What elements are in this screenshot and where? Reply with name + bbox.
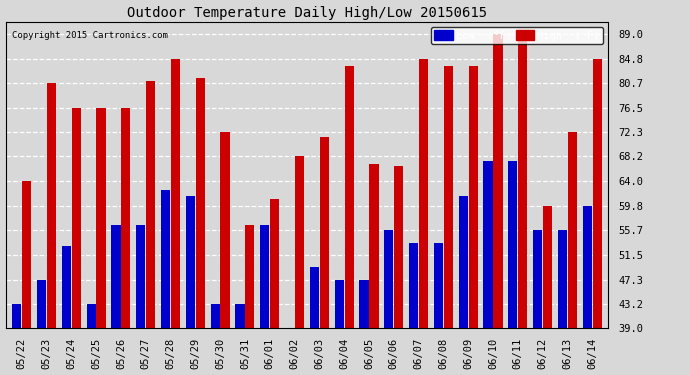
Bar <box>72 108 81 328</box>
Bar <box>469 66 477 328</box>
Bar <box>111 225 121 328</box>
Bar <box>97 108 106 328</box>
Bar <box>369 164 379 328</box>
Bar <box>518 34 527 328</box>
Bar <box>493 34 502 328</box>
Bar <box>12 304 21 328</box>
Bar <box>568 132 577 328</box>
Bar <box>335 280 344 328</box>
Bar <box>270 199 279 328</box>
Bar <box>121 108 130 328</box>
Bar <box>37 280 46 328</box>
Bar <box>359 280 368 328</box>
Bar <box>444 66 453 328</box>
Bar <box>319 137 329 328</box>
Bar <box>459 196 468 328</box>
Title: Outdoor Temperature Daily High/Low 20150615: Outdoor Temperature Daily High/Low 20150… <box>127 6 487 20</box>
Bar <box>419 58 428 328</box>
Bar <box>221 132 230 328</box>
Bar <box>186 196 195 328</box>
Bar <box>394 166 404 328</box>
Bar <box>509 160 518 328</box>
Bar <box>295 156 304 328</box>
Bar <box>260 225 269 328</box>
Bar <box>533 230 542 328</box>
Bar <box>344 66 354 328</box>
Legend: Low  (°F), High  (°F): Low (°F), High (°F) <box>431 27 603 44</box>
Bar <box>210 304 219 328</box>
Bar <box>543 206 552 328</box>
Bar <box>246 225 255 328</box>
Bar <box>47 83 56 328</box>
Bar <box>136 225 146 328</box>
Bar <box>434 243 443 328</box>
Bar <box>484 160 493 328</box>
Bar <box>582 206 592 328</box>
Bar <box>235 304 244 328</box>
Bar <box>196 78 205 328</box>
Bar <box>310 267 319 328</box>
Bar <box>61 246 71 328</box>
Bar <box>558 230 567 328</box>
Text: Copyright 2015 Cartronics.com: Copyright 2015 Cartronics.com <box>12 31 168 40</box>
Bar <box>22 181 31 328</box>
Bar <box>384 230 393 328</box>
Bar <box>161 190 170 328</box>
Bar <box>86 304 96 328</box>
Bar <box>593 58 602 328</box>
Bar <box>171 58 180 328</box>
Bar <box>146 81 155 328</box>
Bar <box>409 243 418 328</box>
